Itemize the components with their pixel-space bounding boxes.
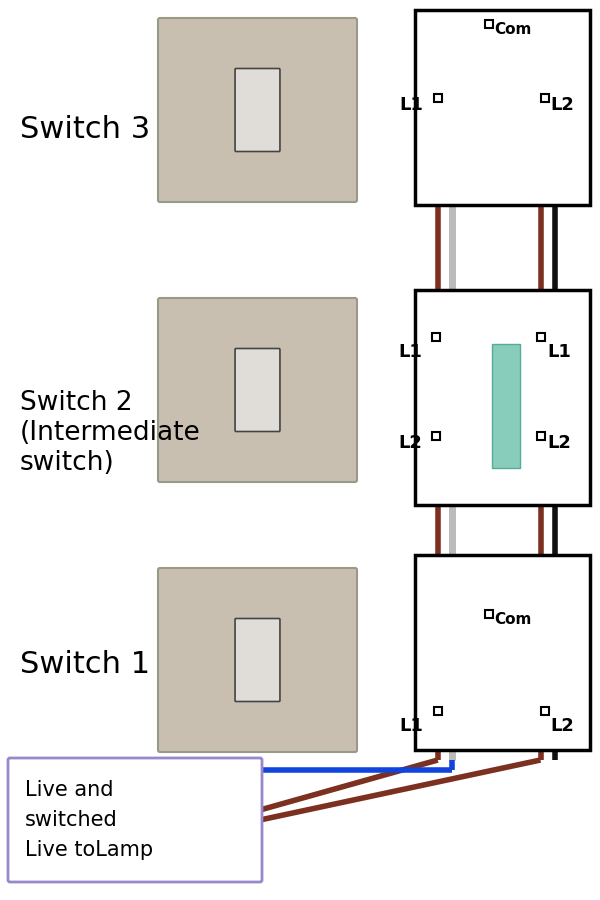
Text: L2: L2 xyxy=(551,717,574,735)
FancyBboxPatch shape xyxy=(158,568,357,752)
Bar xyxy=(485,609,493,617)
Text: Switch 1: Switch 1 xyxy=(20,650,150,679)
FancyBboxPatch shape xyxy=(235,618,280,701)
Bar xyxy=(415,555,590,750)
Text: Com: Com xyxy=(494,611,532,626)
Bar xyxy=(415,10,590,205)
Bar xyxy=(492,344,520,468)
FancyBboxPatch shape xyxy=(158,298,357,482)
Text: L2: L2 xyxy=(551,95,574,113)
Text: L2: L2 xyxy=(398,434,422,452)
FancyBboxPatch shape xyxy=(8,758,262,882)
Bar xyxy=(432,333,440,341)
Text: L1: L1 xyxy=(400,717,424,735)
Text: L1: L1 xyxy=(547,343,571,361)
Text: Live and
switched
Live toLamp: Live and switched Live toLamp xyxy=(25,780,153,859)
Text: Switch 2
(Intermediate
switch): Switch 2 (Intermediate switch) xyxy=(20,390,201,476)
Bar xyxy=(541,94,548,102)
Bar xyxy=(415,290,590,505)
Bar xyxy=(432,432,440,440)
Text: L1: L1 xyxy=(398,343,422,361)
Bar xyxy=(485,20,493,28)
Bar xyxy=(434,94,442,102)
FancyBboxPatch shape xyxy=(158,18,357,202)
Text: Com: Com xyxy=(494,22,532,37)
Text: L1: L1 xyxy=(400,95,424,113)
Text: Switch 3: Switch 3 xyxy=(20,115,150,144)
Bar xyxy=(537,333,545,341)
Bar xyxy=(537,432,545,440)
FancyBboxPatch shape xyxy=(235,68,280,151)
FancyBboxPatch shape xyxy=(235,348,280,431)
Bar xyxy=(434,707,442,715)
Bar xyxy=(541,707,548,715)
Text: L2: L2 xyxy=(547,434,571,452)
